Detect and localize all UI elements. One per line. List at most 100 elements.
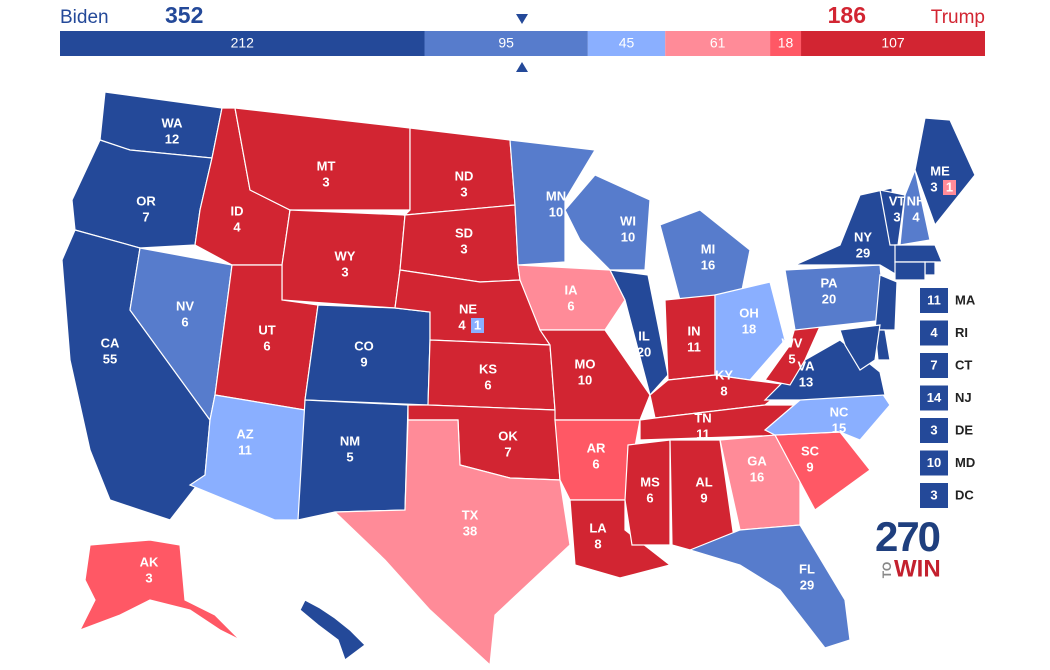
logo-small: TO: [880, 562, 894, 578]
state-abbr: NE: [459, 301, 477, 316]
state-abbr: WA: [162, 115, 184, 130]
state: [299, 599, 366, 661]
bar-segment: [665, 31, 771, 56]
state-votes: 10: [621, 229, 635, 244]
state-votes: 3: [322, 174, 329, 189]
small-states: 11 MA 4 RI 7 CT 14 NJ 3 DE 10 MD 3 DC: [920, 288, 976, 508]
state-votes: 8: [720, 383, 727, 398]
state-votes: 55: [103, 351, 117, 366]
state: [538, 329, 651, 421]
state-votes: 9: [360, 354, 367, 369]
logo: 270 TO WIN: [875, 513, 941, 582]
bar-segment-label: 45: [619, 35, 635, 51]
state: [688, 524, 851, 649]
state: [714, 281, 786, 381]
state-votes: 11: [238, 442, 252, 457]
state-abbr: WV: [782, 335, 803, 350]
small-state-votes: 14: [927, 390, 942, 405]
state-votes: 3: [341, 264, 348, 279]
state: [719, 434, 801, 531]
state-abbr: SD: [455, 225, 473, 240]
state-abbr: IN: [688, 323, 701, 338]
state-abbr: FL: [799, 561, 815, 576]
state-abbr: AL: [695, 474, 712, 489]
state-abbr: AZ: [236, 426, 253, 441]
small-state-abbr: NJ: [955, 390, 972, 405]
state: [894, 261, 926, 281]
state: [894, 244, 943, 263]
small-state-votes: 10: [927, 455, 941, 470]
state-votes: 3: [460, 241, 467, 256]
bar-segment-label: 107: [881, 35, 905, 51]
small-state-box: [920, 418, 948, 443]
state-votes: 4: [233, 219, 241, 234]
district-box: [943, 180, 956, 195]
state-votes: 20: [637, 344, 651, 359]
small-state-votes: 3: [930, 422, 937, 437]
district-votes: 1: [474, 317, 481, 332]
right-total: 186: [828, 2, 866, 28]
state-votes: 4: [912, 209, 920, 224]
state: [659, 209, 751, 301]
state: [839, 324, 881, 371]
district-box: [471, 318, 484, 333]
bar-segment-label: 95: [498, 35, 514, 51]
state-votes: 6: [567, 298, 574, 313]
state-abbr: VA: [797, 358, 815, 373]
district-votes: 1: [946, 179, 953, 194]
state-votes: 9: [700, 490, 707, 505]
small-state-box: [920, 320, 948, 346]
state-votes: 16: [701, 257, 715, 272]
state-abbr: VT: [889, 193, 906, 208]
state-votes: 3: [460, 184, 467, 199]
state-abbr: WY: [335, 248, 356, 263]
state-votes: 16: [750, 469, 764, 484]
state-abbr: MS: [640, 474, 660, 489]
state-votes: 12: [165, 131, 179, 146]
left-total: 352: [165, 2, 203, 28]
state-votes: 6: [646, 490, 653, 505]
state-votes: 9: [806, 459, 813, 474]
small-state-votes: 3: [930, 487, 937, 502]
state-abbr: PA: [820, 275, 838, 290]
state: [78, 539, 241, 641]
state-votes: 10: [578, 372, 592, 387]
state-votes: 3: [145, 570, 152, 585]
state-votes: 29: [800, 577, 814, 592]
state-abbr: MO: [575, 356, 596, 371]
state-abbr: SC: [801, 443, 820, 458]
state-votes: 10: [549, 204, 563, 219]
state-abbr: AR: [587, 440, 606, 455]
state-abbr: UT: [258, 322, 275, 337]
state-votes: 11: [687, 339, 701, 354]
state-abbr: NM: [340, 433, 360, 448]
small-state-abbr: CT: [955, 357, 972, 372]
state-votes: 13: [799, 374, 813, 389]
bar-segment: [801, 31, 985, 56]
small-state-box: [920, 385, 948, 411]
state-abbr: ND: [455, 168, 474, 183]
state-votes: 15: [832, 420, 846, 435]
state-votes: 38: [463, 523, 477, 538]
state: [333, 419, 571, 667]
state-abbr: NY: [854, 229, 872, 244]
bar-segment: [770, 31, 802, 56]
state-abbr: OH: [739, 305, 759, 320]
state-abbr: TX: [462, 507, 479, 522]
small-state-box: [920, 288, 948, 313]
state: [564, 174, 651, 271]
states: [61, 91, 976, 667]
state-votes: 7: [504, 444, 511, 459]
state-votes: 5: [788, 351, 795, 366]
small-state-abbr: DE: [955, 422, 973, 437]
bar-segment-label: 61: [710, 35, 726, 51]
state-abbr: ID: [231, 203, 244, 218]
state-votes: 6: [263, 338, 270, 353]
bar-segment: [60, 31, 425, 56]
state-votes: 29: [856, 245, 870, 260]
state-votes: 7: [142, 209, 149, 224]
bar-segment: [587, 31, 666, 56]
